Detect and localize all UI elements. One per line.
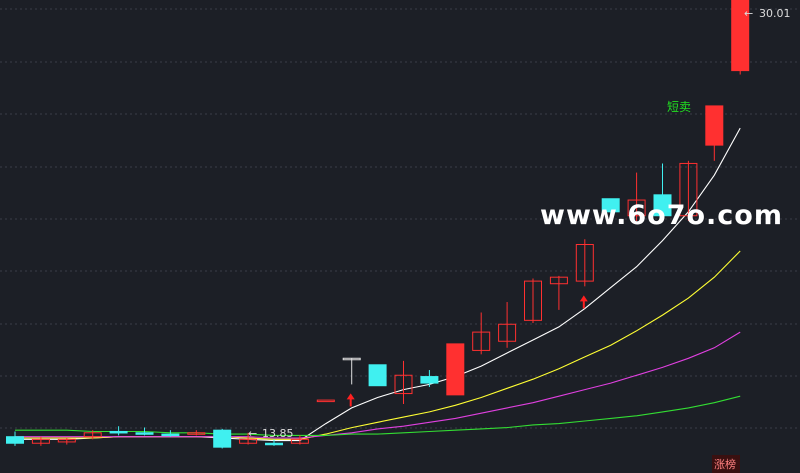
- candle-body: [679, 162, 698, 217]
- candle: [239, 432, 258, 445]
- candle-body: [446, 343, 465, 396]
- candle: [498, 302, 517, 348]
- watermark: www.6o7o.com: [540, 200, 783, 231]
- candle-body: [83, 432, 102, 438]
- candle-body: [575, 244, 594, 282]
- candle-body: [549, 276, 568, 285]
- candle-body: [731, 0, 750, 72]
- candle: [135, 427, 154, 436]
- candle: [31, 436, 50, 446]
- candle-body: [109, 430, 128, 434]
- candle: [290, 435, 309, 445]
- candle: [731, 0, 750, 75]
- candle: [524, 278, 542, 323]
- candle: [679, 160, 698, 221]
- candle: [575, 239, 594, 287]
- candle-body: [705, 105, 724, 146]
- low-price-marker: ← 13.85: [248, 427, 294, 440]
- candle-body: [342, 357, 361, 361]
- candle-body: [6, 436, 24, 444]
- candle: [213, 428, 232, 449]
- moving-average-line: [15, 331, 741, 439]
- candle-body: [213, 429, 232, 448]
- candle-body: [472, 331, 491, 351]
- grid-lines: [0, 8, 800, 429]
- candle-body: [524, 280, 542, 321]
- candle: [316, 399, 335, 403]
- candle: [265, 439, 283, 446]
- moving-average-line: [15, 395, 741, 436]
- signal-arrow-head: [346, 393, 355, 400]
- candle-body: [290, 438, 309, 444]
- candle-body: [394, 374, 413, 395]
- candle-body: [316, 399, 335, 403]
- candle: [83, 430, 102, 440]
- candle: [109, 426, 128, 436]
- candle: [705, 105, 724, 161]
- candle-body: [239, 438, 258, 444]
- candle-body: [31, 438, 50, 444]
- moving-average-lines: [15, 127, 741, 442]
- badge: 涨榜: [712, 455, 740, 473]
- candle: [342, 357, 361, 385]
- candle: [420, 370, 439, 388]
- candle: [549, 275, 568, 310]
- candle: [6, 431, 24, 446]
- candle-body: [161, 433, 180, 437]
- candle-body: [135, 432, 154, 435]
- candle-body: [420, 376, 439, 384]
- badge-label: 涨榜: [714, 457, 736, 471]
- high-price-arrow: ←: [744, 7, 753, 20]
- candle: [368, 364, 387, 387]
- signal-text: 短卖: [667, 100, 691, 114]
- candle-body: [601, 198, 620, 213]
- candle: [161, 430, 180, 437]
- badge-background: [712, 455, 740, 473]
- low-price-arrow: ←: [248, 427, 257, 440]
- candle: [57, 438, 76, 445]
- candle-body: [498, 323, 517, 342]
- low-price-label: 13.85: [262, 427, 294, 440]
- candle: [472, 312, 491, 355]
- candle-body: [187, 432, 206, 435]
- candle-body: [368, 364, 387, 387]
- candles: [6, 0, 750, 449]
- candle-body: [653, 194, 672, 217]
- candle-body: [627, 199, 646, 217]
- high-price-label: 30.01: [759, 7, 791, 20]
- candle-body: [57, 438, 76, 443]
- signal-arrow: [346, 393, 355, 407]
- candle: [653, 163, 672, 217]
- candle: [627, 172, 646, 221]
- candle-body: [265, 442, 283, 446]
- candle: [187, 430, 206, 436]
- signal-arrow-head: [579, 295, 588, 302]
- candle: [394, 360, 413, 405]
- candle: [601, 198, 620, 218]
- candle: [446, 343, 465, 396]
- high-price-marker: ← 30.01: [744, 7, 791, 20]
- signal-arrow: [579, 295, 588, 309]
- signal-arrows: [346, 295, 588, 407]
